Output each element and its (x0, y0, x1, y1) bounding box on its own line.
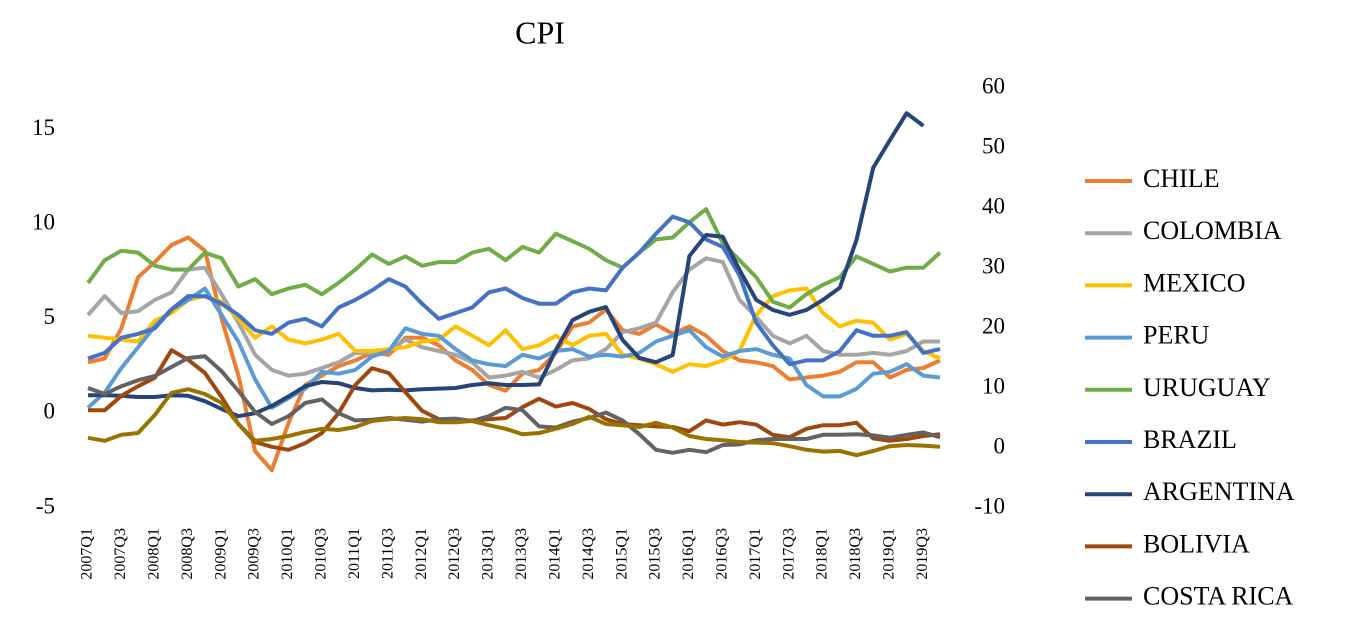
legend-label: BOLIVIA (1143, 529, 1250, 558)
x-tick-label: 2008Q3 (179, 528, 196, 580)
legend-label: CHILE (1143, 164, 1220, 193)
legend-label: COLOMBIA (1143, 216, 1282, 245)
y-tick-label: 0 (44, 399, 56, 424)
legend-label: ARGENTINA (1143, 477, 1295, 506)
legend-label: PERU (1143, 321, 1210, 350)
x-tick-label: 2013Q3 (513, 528, 530, 580)
y-tick-label: 15 (32, 115, 55, 140)
line-series (87, 214, 941, 367)
y2-tick-label: 10 (982, 373, 1005, 398)
x-tick-label: 2008Q1 (145, 528, 162, 580)
legend-label: URUGUAY (1143, 373, 1271, 402)
x-tick-label: 2012Q1 (413, 528, 430, 580)
x-tick-label: 2019Q1 (881, 528, 898, 580)
x-tick-label: 2007Q1 (79, 528, 96, 580)
x-tick-label: 2013Q1 (480, 528, 497, 580)
line-series (87, 235, 941, 473)
y2-tick-label: 40 (982, 193, 1005, 218)
x-tick-label: 2014Q3 (580, 528, 597, 580)
x-tick-label: 2007Q3 (112, 528, 129, 580)
x-tick-label: 2009Q3 (246, 528, 263, 580)
y2-tick-label: 20 (982, 313, 1005, 338)
chart-title: CPI (515, 14, 565, 50)
line-series (86, 286, 941, 410)
x-tick-label: 2012Q3 (446, 528, 463, 580)
x-tick-label: 2010Q1 (279, 528, 296, 580)
x-tick-label: 2011Q1 (346, 528, 363, 579)
x-tick-label: 2014Q1 (546, 528, 563, 580)
y2-tick-label: 50 (982, 133, 1005, 158)
x-tick-label: 2015Q3 (647, 528, 664, 580)
x-tick-label: 2017Q3 (780, 528, 797, 580)
x-tick-label: 2016Q3 (713, 528, 730, 580)
x-tick-label: 2009Q1 (212, 528, 229, 580)
legend-label: COSTA RICA (1143, 582, 1294, 611)
y2-tick-label: 0 (994, 433, 1006, 458)
y2-tick-label: 30 (982, 253, 1005, 278)
x-tick-label: 2015Q1 (613, 528, 630, 580)
y2-tick-label: -10 (974, 493, 1005, 518)
legend-label: BRAZIL (1143, 425, 1237, 454)
line-series (87, 387, 941, 458)
line-series (87, 354, 941, 455)
y-tick-label: -5 (36, 493, 55, 518)
x-tick-label: 2018Q3 (847, 528, 864, 580)
x-tick-label: 2016Q1 (680, 528, 697, 580)
legend-label: MEXICO (1143, 268, 1246, 297)
y-tick-label: 5 (44, 304, 56, 329)
x-tick-label: 2011Q3 (379, 528, 396, 579)
x-tick-label: 2010Q3 (313, 528, 330, 580)
line-series (86, 207, 942, 310)
x-tick-label: 2019Q3 (914, 528, 931, 580)
y2-tick-label: 60 (982, 73, 1005, 98)
x-tick-label: 2018Q1 (814, 528, 831, 580)
x-tick-label: 2017Q1 (747, 528, 764, 580)
y-tick-label: 10 (32, 209, 55, 234)
